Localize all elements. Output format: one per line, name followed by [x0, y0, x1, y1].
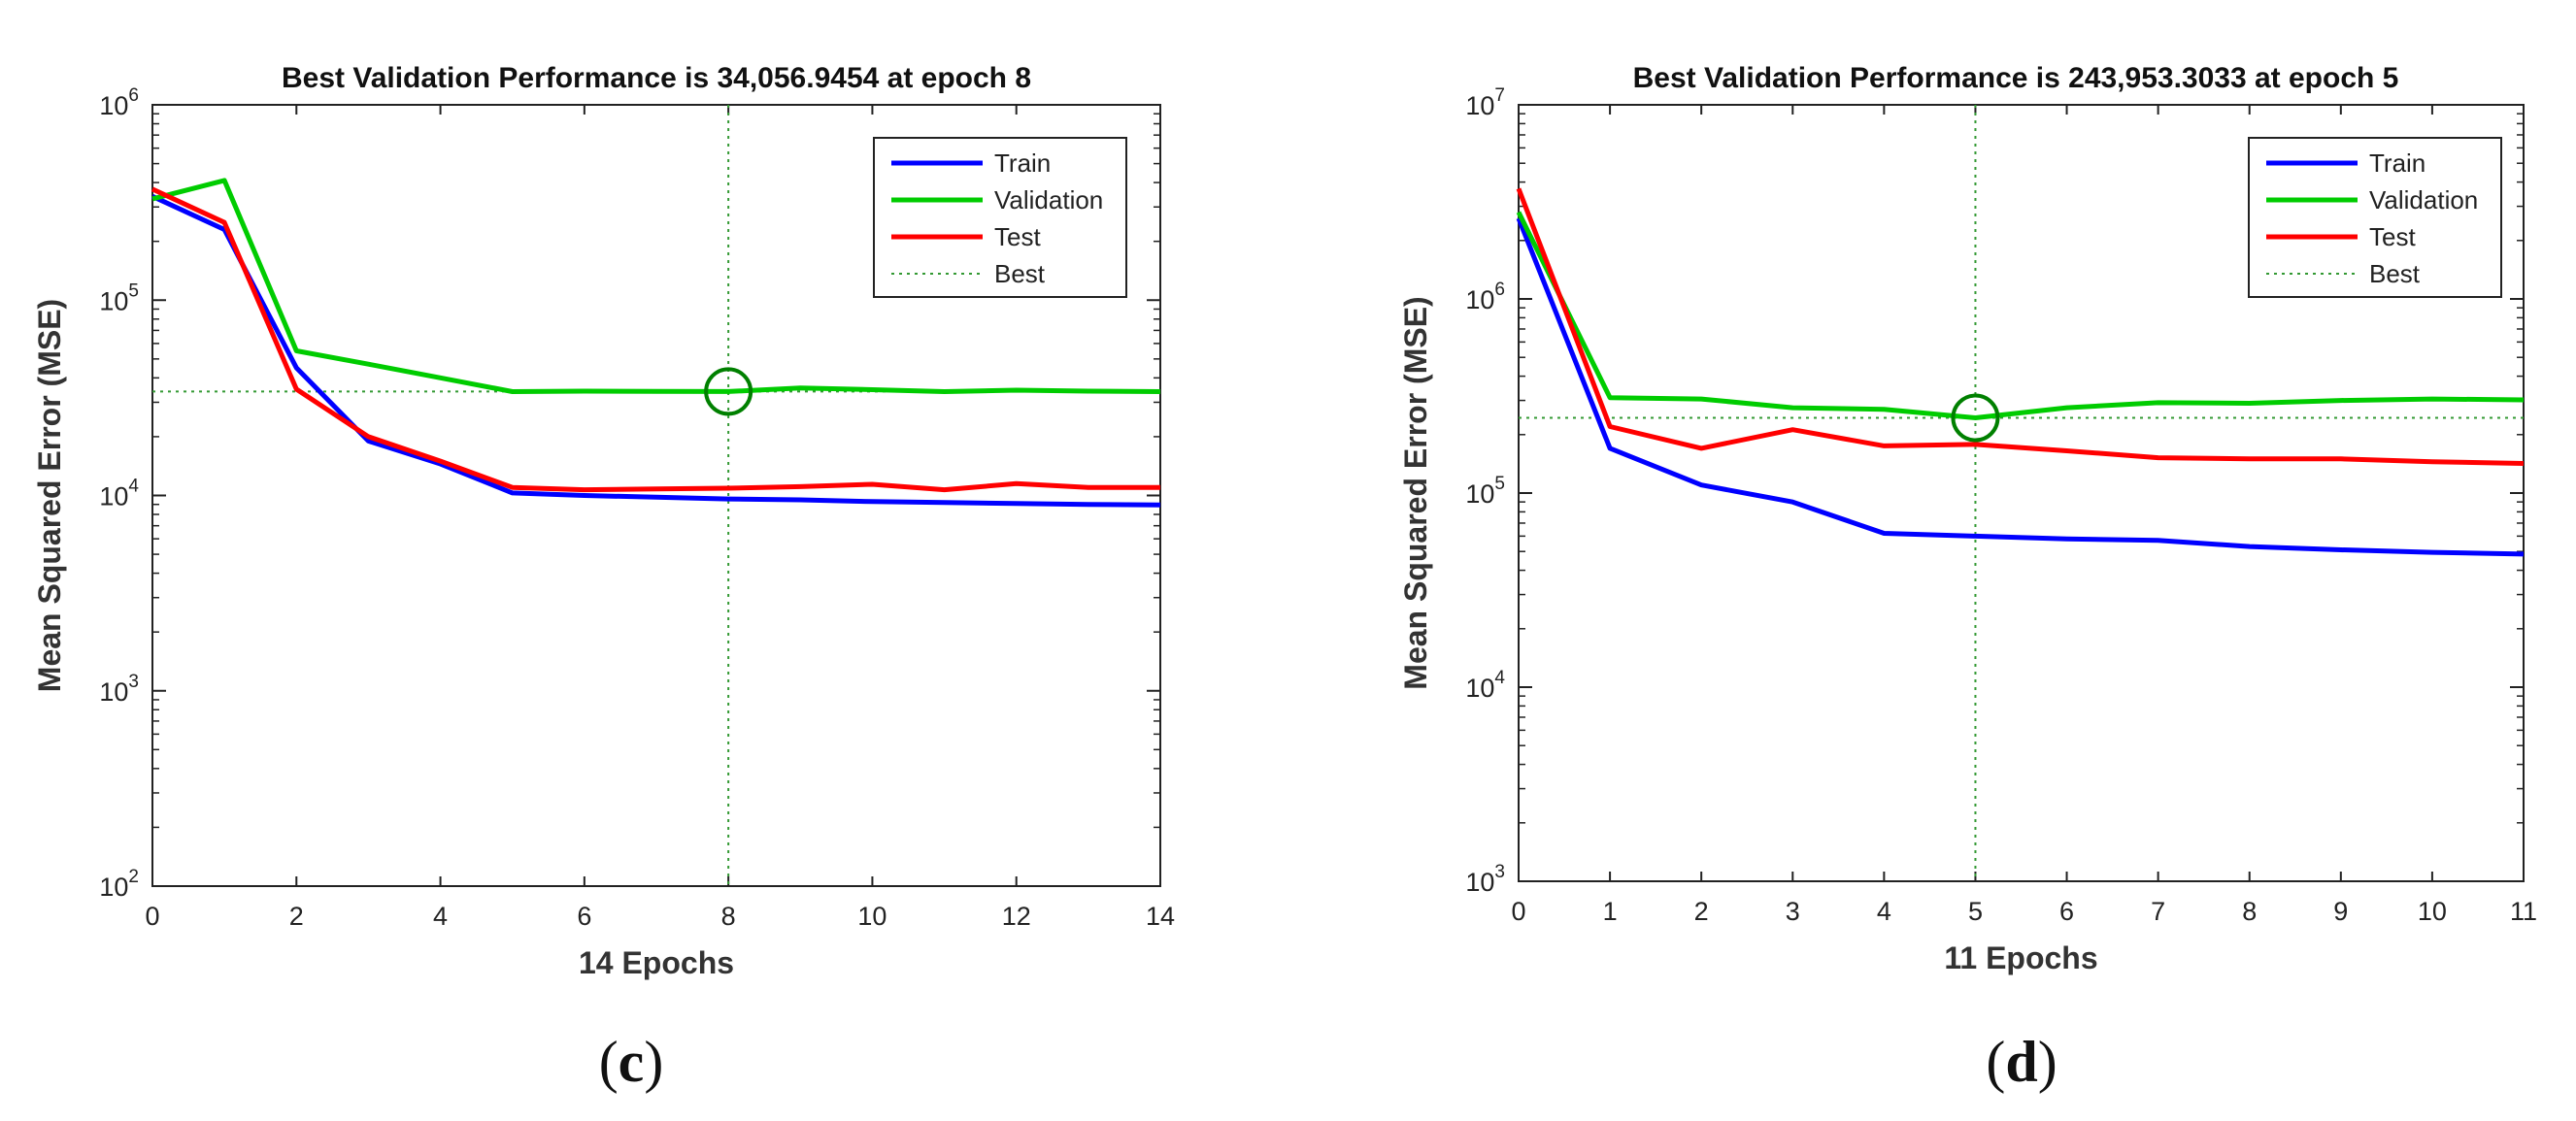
- x-tick-label: 0: [145, 902, 159, 931]
- y-tick-label: 107: [1465, 85, 1505, 120]
- x-tick-label: 8: [2242, 897, 2257, 926]
- best-marker: [1951, 393, 2000, 443]
- x-tick-label: 2: [1694, 897, 1709, 926]
- y-tick-label: 103: [1465, 862, 1505, 897]
- y-axis-label: Mean Squared Error (MSE): [32, 299, 67, 692]
- x-tick-label: 4: [433, 902, 448, 931]
- y-tick-label: 102: [99, 867, 139, 902]
- chart-c: Best Validation Performance is 34,056.94…: [32, 62, 1175, 980]
- chart-d: Best Validation Performance is 243,953.3…: [1398, 62, 2537, 975]
- x-tick-label: 1: [1603, 897, 1618, 926]
- panel-c: Best Validation Performance is 34,056.94…: [32, 62, 1175, 1094]
- panel-d: Best Validation Performance is 243,953.3…: [1288, 0, 2576, 1121]
- chart-title: Best Validation Performance is 243,953.3…: [1633, 62, 2399, 94]
- chart-title: Best Validation Performance is 34,056.94…: [282, 62, 1031, 94]
- x-tick-label: 10: [857, 902, 887, 931]
- y-tick-label: 105: [1465, 474, 1505, 509]
- x-tick-label: 14: [1146, 902, 1175, 931]
- x-tick-label: 8: [721, 902, 736, 931]
- y-tick-label: 103: [99, 672, 139, 707]
- y-tick-label: 105: [99, 280, 139, 315]
- series-line-validation: [1516, 211, 2525, 420]
- caption-d-letter: d: [2005, 1030, 2038, 1094]
- y-tick-label: 106: [1465, 280, 1505, 314]
- x-tick-label: 11: [2510, 897, 2537, 926]
- legend-label-test: Test: [994, 222, 1041, 251]
- best-marker: [704, 367, 753, 416]
- series-line-validation: [151, 178, 1161, 394]
- x-tick-label: 6: [2059, 897, 2074, 926]
- x-tick-label: 7: [2151, 897, 2165, 926]
- series-line-train: [1516, 217, 2525, 557]
- x-tick-label: 5: [1968, 897, 1983, 926]
- y-axis-label: Mean Squared Error (MSE): [1398, 296, 1433, 689]
- legend-label-validation: Validation: [2369, 185, 2478, 214]
- legend-label-train: Train: [2369, 148, 2425, 178]
- x-axis-label: 14 Epochs: [579, 945, 734, 980]
- series-line-test: [1516, 187, 2525, 466]
- y-tick-label: 104: [99, 477, 139, 511]
- x-tick-label: 3: [1786, 897, 1800, 926]
- x-tick-label: 4: [1877, 897, 1891, 926]
- caption-d: (d): [1986, 1030, 2057, 1094]
- legend-label-validation: Validation: [994, 185, 1103, 214]
- series-line-train: [151, 194, 1161, 508]
- x-tick-label: 6: [577, 902, 591, 931]
- x-tick-label: 9: [2333, 897, 2348, 926]
- series-line-test: [151, 186, 1160, 493]
- x-axis-label: 11 Epochs: [1944, 940, 2097, 975]
- y-tick-label: 104: [1465, 668, 1505, 703]
- x-tick-label: 10: [2418, 897, 2447, 926]
- legend-label-train: Train: [994, 148, 1051, 178]
- caption-c-letter: c: [618, 1030, 645, 1094]
- legend-label-best: Best: [994, 259, 1046, 288]
- x-tick-label: 2: [289, 902, 304, 931]
- x-tick-label: 12: [1002, 902, 1031, 931]
- x-tick-label: 0: [1511, 897, 1525, 926]
- legend-label-best: Best: [2369, 259, 2421, 288]
- caption-c: (c): [598, 1030, 664, 1094]
- legend-label-test: Test: [2369, 222, 2416, 251]
- y-tick-label: 106: [99, 85, 139, 120]
